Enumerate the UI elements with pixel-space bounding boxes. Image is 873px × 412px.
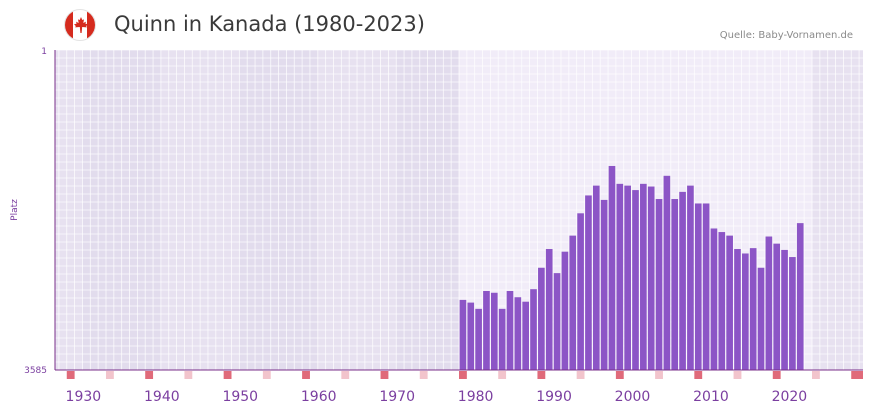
y-tick-label-top: 1 — [41, 47, 47, 57]
bar-2004 — [663, 175, 671, 370]
bar-2003 — [655, 199, 663, 370]
half-decade-marker — [419, 371, 428, 379]
bar-2007 — [687, 185, 694, 370]
canada-flag-icon — [64, 9, 96, 41]
half-decade-marker — [812, 371, 820, 379]
bar-2002 — [647, 186, 655, 370]
bar-1995 — [592, 185, 600, 370]
bar-2006 — [679, 191, 686, 370]
bar-1989 — [545, 249, 553, 370]
bar-2009 — [702, 203, 710, 370]
x-tick-label-1940: 1940 — [144, 389, 180, 405]
bar-1988 — [538, 267, 545, 370]
y-axis-label: Platz — [10, 199, 20, 221]
x-tick-label-1930: 1930 — [66, 389, 102, 405]
half-decade-marker — [733, 371, 742, 379]
decade-marker — [851, 371, 860, 379]
bar-2017 — [765, 236, 773, 370]
bar-1996 — [600, 199, 608, 370]
y-tick-label-bottom: 3585 — [24, 366, 47, 376]
bar-2011 — [718, 232, 726, 370]
half-decade-marker — [341, 371, 350, 379]
decade-marker — [223, 371, 232, 379]
bar-1978 — [459, 299, 467, 370]
x-tick-label-1990: 1990 — [536, 389, 572, 405]
bar-2018 — [773, 243, 781, 370]
x-tick-label-2020: 2020 — [772, 389, 808, 405]
x-tick-label-1970: 1970 — [379, 389, 415, 405]
decade-marker — [772, 371, 781, 379]
bar-1982 — [490, 292, 498, 370]
bar-2008 — [694, 203, 702, 370]
bar-2005 — [671, 199, 679, 370]
source-credit: Quelle: Baby-Vornamen.de — [719, 30, 853, 41]
bar-1993 — [577, 213, 584, 370]
bar-2010 — [710, 228, 718, 370]
bar-1981 — [483, 290, 490, 370]
bar-1992 — [569, 235, 577, 370]
decade-marker — [380, 371, 389, 379]
bar-1979 — [467, 302, 475, 370]
bar-2000 — [632, 190, 639, 370]
bar-1991 — [561, 251, 569, 370]
bar-1985 — [514, 297, 522, 370]
bar-2021 — [796, 223, 804, 370]
x-tick-label-1980: 1980 — [458, 389, 494, 405]
decade-marker — [459, 371, 467, 379]
end-marker — [857, 371, 863, 379]
decade-marker — [66, 371, 75, 379]
half-decade-marker — [184, 371, 193, 379]
bar-1980 — [475, 308, 482, 370]
half-decade-marker — [262, 371, 271, 379]
bar-2015 — [749, 248, 757, 370]
bar-1983 — [498, 308, 506, 370]
bar-2012 — [726, 235, 733, 370]
bar-2013 — [734, 249, 741, 370]
decade-marker — [145, 371, 154, 379]
x-tick-label-2000: 2000 — [615, 389, 651, 405]
bar-2001 — [640, 183, 647, 370]
decade-marker — [537, 371, 546, 379]
bar-2014 — [742, 253, 749, 370]
bar-1994 — [585, 195, 592, 370]
x-tick-label-2010: 2010 — [693, 389, 729, 405]
half-decade-marker — [105, 371, 114, 379]
bar-1986 — [522, 301, 530, 370]
bar-1987 — [530, 289, 537, 370]
decade-marker — [615, 371, 624, 379]
bar-2019 — [781, 249, 788, 370]
decade-marker — [694, 371, 703, 379]
bar-1984 — [506, 290, 514, 370]
bar-1998 — [616, 183, 624, 370]
x-tick-label-1950: 1950 — [222, 389, 258, 405]
bar-2020 — [789, 257, 796, 370]
chart-title: Quinn in Kanada (1980-2023) — [114, 12, 425, 36]
decade-marker — [302, 371, 310, 379]
half-decade-marker — [655, 371, 663, 379]
bar-2016 — [757, 267, 765, 370]
chart-header: Quinn in Kanada (1980-2023) Quelle: Baby… — [0, 0, 873, 48]
bar-1999 — [624, 185, 631, 370]
bar-1997 — [608, 165, 616, 370]
x-tick-label-1960: 1960 — [301, 389, 337, 405]
half-decade-marker — [498, 371, 507, 379]
half-decade-marker — [576, 371, 585, 379]
bar-1990 — [553, 273, 561, 370]
